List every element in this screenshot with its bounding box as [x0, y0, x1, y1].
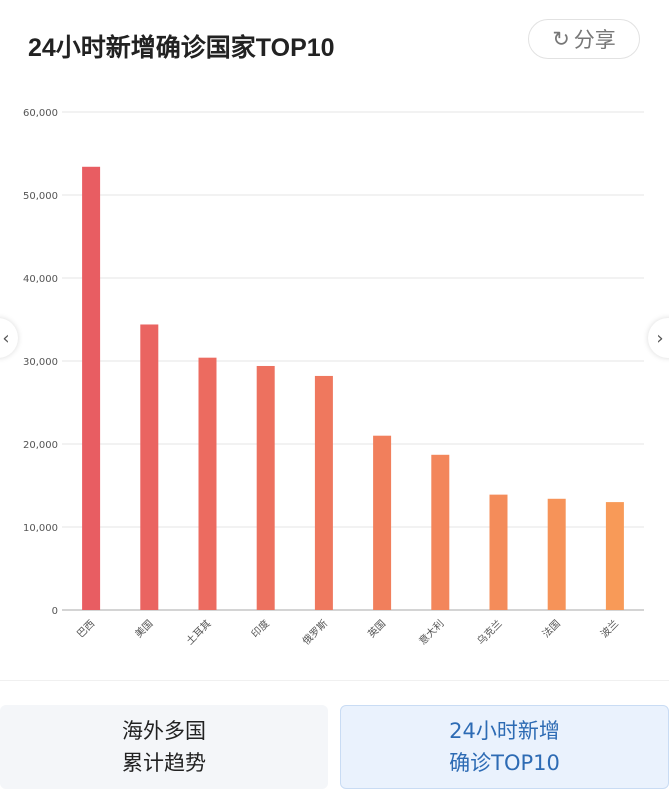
share-button[interactable]: ↻ 分享	[528, 19, 640, 59]
x-tick-label: 意大利	[416, 617, 446, 647]
share-arrow-icon: ↻	[552, 27, 570, 51]
y-tick-label: 10,000	[23, 523, 58, 534]
bar[interactable]	[605, 502, 624, 610]
x-tick-label: 巴西	[75, 618, 98, 641]
divider	[0, 680, 669, 681]
y-tick-label: 50,000	[23, 191, 58, 202]
chevron-right-icon[interactable]: ›	[648, 318, 669, 358]
y-tick-label: 60,000	[23, 108, 58, 119]
bar[interactable]	[431, 454, 450, 610]
y-tick-label: 0	[52, 606, 58, 617]
tab-cumulative-trend[interactable]: 海外多国 累计趋势	[0, 705, 328, 789]
page-title: 24小时新增确诊国家TOP10	[28, 34, 335, 62]
x-tick-label: 印度	[248, 617, 271, 640]
bar[interactable]	[547, 498, 566, 610]
bar[interactable]	[373, 435, 392, 610]
bar-chart: 0 10,000 20,000 30,000 40,000 50,000 60,000 巴西 美…	[23, 108, 644, 647]
bar[interactable]	[140, 324, 159, 610]
x-tick-label: 英国	[365, 617, 388, 640]
x-tick-label: 波兰	[598, 617, 621, 640]
tab-top10-new[interactable]: 24小时新增 确诊TOP10	[340, 705, 669, 789]
share-label: 分享	[573, 28, 616, 52]
x-tick-label: 土耳其	[183, 617, 213, 647]
bar[interactable]	[256, 365, 275, 610]
x-tick-label: 美国	[132, 617, 155, 640]
x-tick-label: 法国	[539, 617, 562, 640]
y-tick-label: 20,000	[23, 440, 58, 451]
bar[interactable]	[198, 357, 217, 610]
bar[interactable]	[314, 375, 333, 610]
chevron-left-icon[interactable]: ‹	[0, 318, 18, 358]
bar[interactable]	[82, 166, 101, 610]
y-tick-label: 30,000	[23, 357, 58, 368]
bar[interactable]	[489, 494, 508, 610]
x-tick-label: 乌克兰	[474, 617, 504, 647]
y-tick-label: 40,000	[23, 274, 58, 285]
x-tick-label: 俄罗斯	[300, 617, 330, 647]
